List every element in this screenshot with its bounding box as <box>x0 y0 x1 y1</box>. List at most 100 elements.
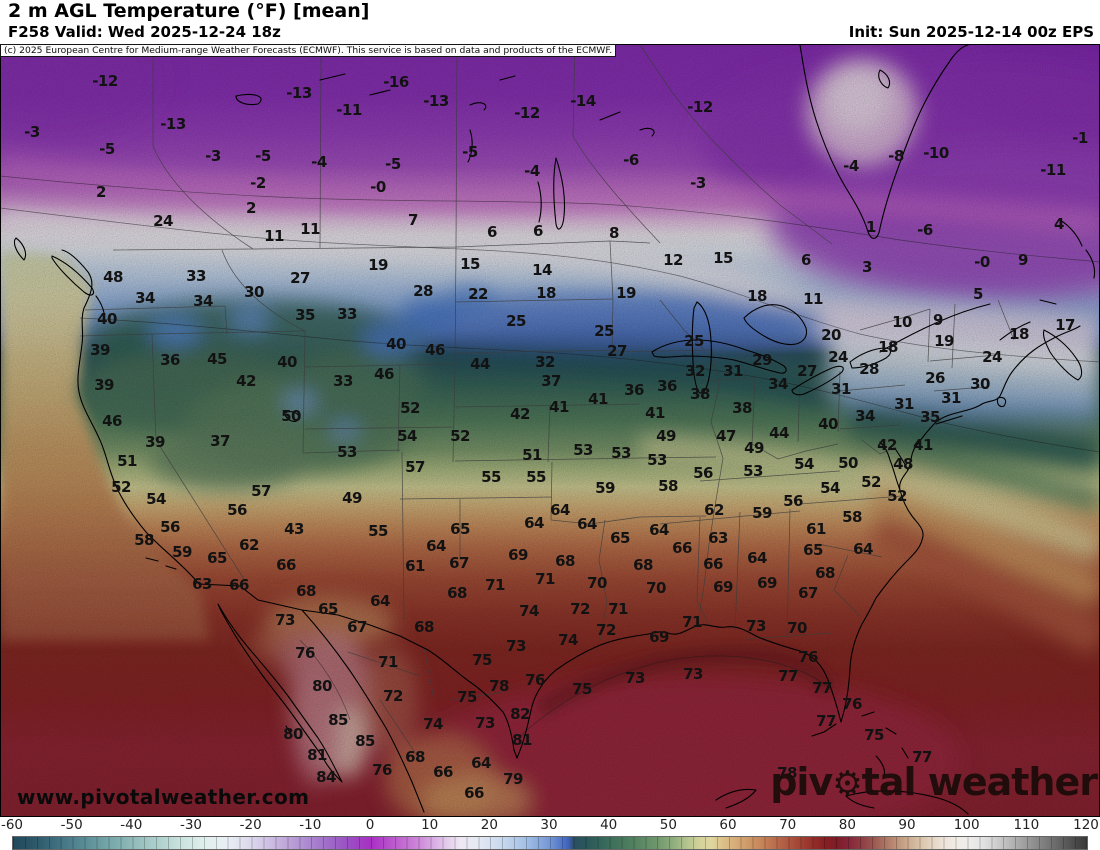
temp-value-label: 73 <box>475 714 495 732</box>
colorbar-tick: 110 <box>1013 817 1040 833</box>
temp-value-label: 12 <box>663 251 683 269</box>
model-init-time: Init: Sun 2025-12-14 00z EPS <box>848 23 1094 41</box>
temp-value-label: -3 <box>690 174 706 192</box>
temp-value-label: 64 <box>524 514 544 532</box>
temp-value-label: 78 <box>489 677 509 695</box>
temp-value-label: 77 <box>778 667 798 685</box>
temp-value-label: 5 <box>973 285 983 303</box>
temp-value-label: 71 <box>535 570 555 588</box>
temp-value-label: 70 <box>646 579 666 597</box>
temp-value-label: 85 <box>355 732 375 750</box>
temp-value-label: 65 <box>450 520 470 538</box>
temp-value-label: 24 <box>982 348 1002 366</box>
temp-value-label: 50 <box>838 454 858 472</box>
temp-value-label: 68 <box>405 748 425 766</box>
watermark-brand-logo: piv⚙tal weather <box>770 760 1098 804</box>
temp-value-label: 62 <box>704 501 724 519</box>
colorbar-gradient <box>12 836 1088 850</box>
temp-value-label: 39 <box>90 341 110 359</box>
temp-value-label: 71 <box>682 613 702 631</box>
temp-value-label: -14 <box>570 92 596 110</box>
temp-value-label: -4 <box>524 162 540 180</box>
temp-value-label: 26 <box>925 369 945 387</box>
temp-value-label: 46 <box>374 365 394 383</box>
temp-value-label: 73 <box>625 669 645 687</box>
colorbar-tick: -40 <box>120 817 143 833</box>
temp-value-label: 36 <box>624 381 644 399</box>
temp-value-label: 35 <box>295 306 315 324</box>
temp-value-label: 53 <box>337 443 357 461</box>
temp-value-label: 66 <box>229 576 249 594</box>
temp-value-label: 18 <box>747 287 767 305</box>
temp-value-label: 2 <box>246 199 256 217</box>
temp-value-label: 45 <box>207 350 227 368</box>
temp-value-label: 38 <box>732 399 752 417</box>
temp-value-label: 55 <box>526 468 546 486</box>
temp-value-label: 84 <box>316 768 336 786</box>
temp-value-label: 69 <box>713 578 733 596</box>
temp-value-label: 40 <box>277 353 297 371</box>
temp-value-label: 63 <box>192 575 212 593</box>
temp-value-label: 27 <box>607 342 627 360</box>
temp-value-label: 71 <box>378 653 398 671</box>
temp-value-label: 24 <box>828 348 848 366</box>
temp-value-label: 68 <box>815 564 835 582</box>
temp-value-label: 35 <box>920 408 940 426</box>
temp-value-label: 25 <box>506 312 526 330</box>
temp-value-label: 74 <box>519 602 539 620</box>
temp-value-label: -5 <box>255 147 271 165</box>
temp-value-label: -13 <box>286 84 312 102</box>
temp-value-label: 66 <box>464 784 484 802</box>
temp-value-label: -13 <box>423 92 449 110</box>
temp-value-label: 49 <box>744 439 764 457</box>
coastlines <box>13 44 1096 815</box>
temp-value-label: 54 <box>820 479 840 497</box>
temp-value-label: 54 <box>794 455 814 473</box>
temp-value-label: 56 <box>160 518 180 536</box>
temp-value-label: -13 <box>160 115 186 133</box>
temp-value-label: 61 <box>806 520 826 538</box>
temp-value-label: 51 <box>117 452 137 470</box>
temp-value-label: -0 <box>370 178 386 196</box>
temp-value-label: 34 <box>193 292 213 310</box>
temp-value-label: 46 <box>425 341 445 359</box>
temp-value-label: 52 <box>111 478 131 496</box>
temp-value-label: 72 <box>596 621 616 639</box>
temp-value-label: 31 <box>831 380 851 398</box>
temp-value-label: 54 <box>397 427 417 445</box>
temp-value-label: 63 <box>708 529 728 547</box>
temp-value-label: 76 <box>525 671 545 689</box>
gear-icon: ⚙ <box>832 764 863 804</box>
temp-value-label: 77 <box>812 679 832 697</box>
temp-value-label: 76 <box>842 695 862 713</box>
temp-value-label: 58 <box>134 531 154 549</box>
temp-value-label: 76 <box>798 648 818 666</box>
temp-value-label: 15 <box>460 255 480 273</box>
page-title: 2 m AGL Temperature (°F) [mean] <box>8 0 370 22</box>
temp-value-label: 31 <box>894 395 914 413</box>
temp-value-label: 6 <box>533 222 543 240</box>
temp-value-label: 64 <box>747 549 767 567</box>
colorbar-tick: 30 <box>540 817 558 833</box>
temp-value-label: 48 <box>103 268 123 286</box>
temp-value-label: 52 <box>400 399 420 417</box>
temp-value-label: 64 <box>649 521 669 539</box>
temp-value-label: 52 <box>450 427 470 445</box>
temp-value-label: 51 <box>522 446 542 464</box>
temp-value-label: 19 <box>368 256 388 274</box>
temp-value-label: 78 <box>777 764 797 782</box>
temp-value-label: -0 <box>974 253 990 271</box>
temp-value-label: 65 <box>803 541 823 559</box>
copyright-strip: (c) 2025 European Centre for Medium-rang… <box>0 44 617 57</box>
temp-value-label: 25 <box>594 322 614 340</box>
temperature-labels-layer: -12 -13 -13 -16 -11 -3 -5 -3 -5 -4 -5 -0 2 -2 2 24 11 11 1… <box>0 44 1100 817</box>
temp-value-label: 48 <box>893 455 913 473</box>
temp-value-label: 4 <box>1054 215 1064 233</box>
temp-value-label: 34 <box>768 375 788 393</box>
temp-value-label: 53 <box>573 441 593 459</box>
temp-value-label: 41 <box>913 436 933 454</box>
temp-value-label: 6 <box>801 251 811 269</box>
temp-value-label: 70 <box>787 619 807 637</box>
temp-value-label: 8 <box>609 224 619 242</box>
temp-value-label: 71 <box>485 576 505 594</box>
